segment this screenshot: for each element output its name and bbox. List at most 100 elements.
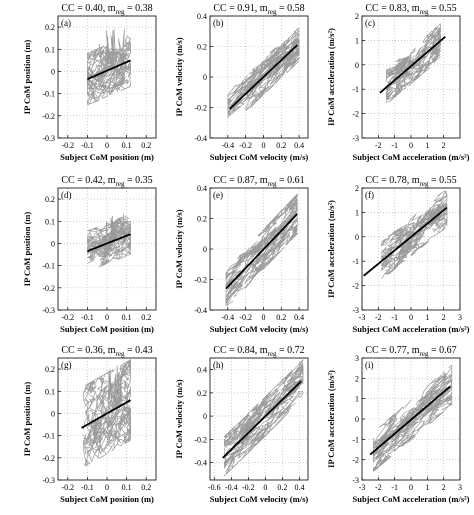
y-axis-label: IP CoM velocity (m/s) [174,37,184,116]
data-trace [404,373,447,421]
y-tick-label: 0 [203,73,207,82]
data-trace [410,226,442,257]
title-tail: = 0.55 [429,3,457,14]
x-tick-label: 0.4 [294,483,304,492]
data-spike [116,48,123,66]
data-trace [380,248,392,260]
data-trace [401,56,427,71]
y-tick-label: 2 [355,12,359,21]
y-axis-label: IP CoM velocity (m/s) [174,379,184,458]
data-trace [110,54,126,76]
data-trace [225,249,253,279]
x-tick-label: -0.4 [221,141,234,150]
data-trace [417,413,443,429]
data-trace [272,59,296,84]
x-tick-label: 0 [409,483,413,492]
y-axis-label: IP CoM position (m) [22,40,32,115]
data-trace [223,440,242,464]
x-tick-label: 0 [263,483,267,492]
data-trace [225,252,244,275]
data-trace [108,83,129,96]
data-trace [255,242,285,272]
y-tick-label: 0.2 [197,389,207,398]
x-tick-label: 0 [105,141,109,150]
data-trace [246,52,277,82]
data-spike [105,221,108,245]
data-trace [418,27,441,61]
data-trace [402,402,453,445]
y-tick-label: 1 [355,208,359,217]
data-trace [386,61,405,81]
x-tick-label: 0 [261,141,265,150]
data-trace [86,235,102,250]
x-tick-label: 2 [442,313,446,322]
y-tick-label: -0.3 [42,306,55,315]
data-trace [98,405,111,428]
data-trace [290,29,300,45]
title-subscript: reg [420,8,429,16]
x-tick-label: 0.1 [122,313,132,322]
panel-label: (i) [365,360,374,370]
panel-d: CC = 0.42, mreg = 0.35 (d) -0.2 -0.1 0 0.1 0.2… [22,175,157,334]
y-tick-label: -0.1 [42,90,55,99]
y-tick-label: 0.4 [197,366,207,375]
data-trace [85,380,97,410]
data-trace [282,228,298,246]
panel-label: (h) [213,360,224,370]
data-trace [282,360,304,393]
data-trace [391,86,407,98]
y-tick-label: 0.1 [45,45,55,54]
x-tick-label: 0 [409,313,413,322]
x-axis-label: Subject CoM position (m) [60,494,154,504]
x-tick-label: 0.1 [122,483,132,492]
title-tail: = 0.35 [125,175,153,186]
data-trace [108,234,125,249]
data-trace [288,207,298,221]
data-trace [225,274,239,300]
panel-label: (f) [365,190,374,200]
data-trace [91,233,110,245]
data-cloud [226,27,301,119]
y-tick-label: 0.2 [197,215,207,224]
x-axis-label: Subject CoM position (m) [60,152,154,162]
y-tick-label: 0 [355,61,359,70]
y-axis-label: IP CoM acceleration (m/s²) [326,370,336,468]
data-trace [265,395,291,418]
data-spike [100,392,104,417]
data-trace [424,401,453,411]
x-tick-label: -0.2 [61,483,74,492]
data-trace [373,430,410,464]
y-tick-label: 0 [51,409,55,418]
regression-line [87,59,131,81]
x-tick-label: 2 [442,483,446,492]
x-tick-label: -0.6 [208,483,221,492]
data-spike [104,36,109,72]
y-tick-label: -3 [352,134,359,143]
data-trace [87,226,102,233]
data-trace [395,224,422,240]
data-trace [230,403,291,458]
x-tick-label: -0.1 [81,483,94,492]
panel-label: (d) [61,190,72,200]
data-trace [227,91,259,116]
y-tick-label: -3 [352,306,359,315]
x-tick-label: 1 [425,141,429,150]
y-tick-label: -0.1 [42,432,55,441]
data-trace [433,218,448,233]
data-trace [380,237,405,247]
data-trace [119,417,131,443]
y-tick-label: -0.4 [194,306,207,315]
title-main: CC = 0.84, m [213,345,267,356]
x-tick-label: -0.2 [239,141,252,150]
title-subscript: reg [116,8,125,16]
data-trace [124,35,132,52]
x-tick-label: 0.2 [276,313,286,322]
title-subscript: reg [420,350,429,358]
data-trace [246,428,268,443]
x-axis-label: Subject CoM acceleration (m/s²) [352,494,469,504]
x-tick-label: -2 [375,141,382,150]
panel-title: CC = 0.87, mreg = 0.61 [213,175,304,188]
data-trace [249,87,269,108]
data-trace [264,211,281,233]
panel-title: CC = 0.78, mreg = 0.55 [365,175,456,188]
